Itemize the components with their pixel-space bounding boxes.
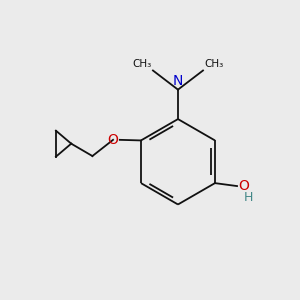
Text: CH₃: CH₃ [205, 59, 224, 69]
Text: O: O [238, 179, 249, 193]
Text: N: N [173, 74, 183, 88]
Text: H: H [244, 191, 253, 204]
Text: O: O [107, 133, 118, 147]
Text: CH₃: CH₃ [132, 59, 152, 69]
